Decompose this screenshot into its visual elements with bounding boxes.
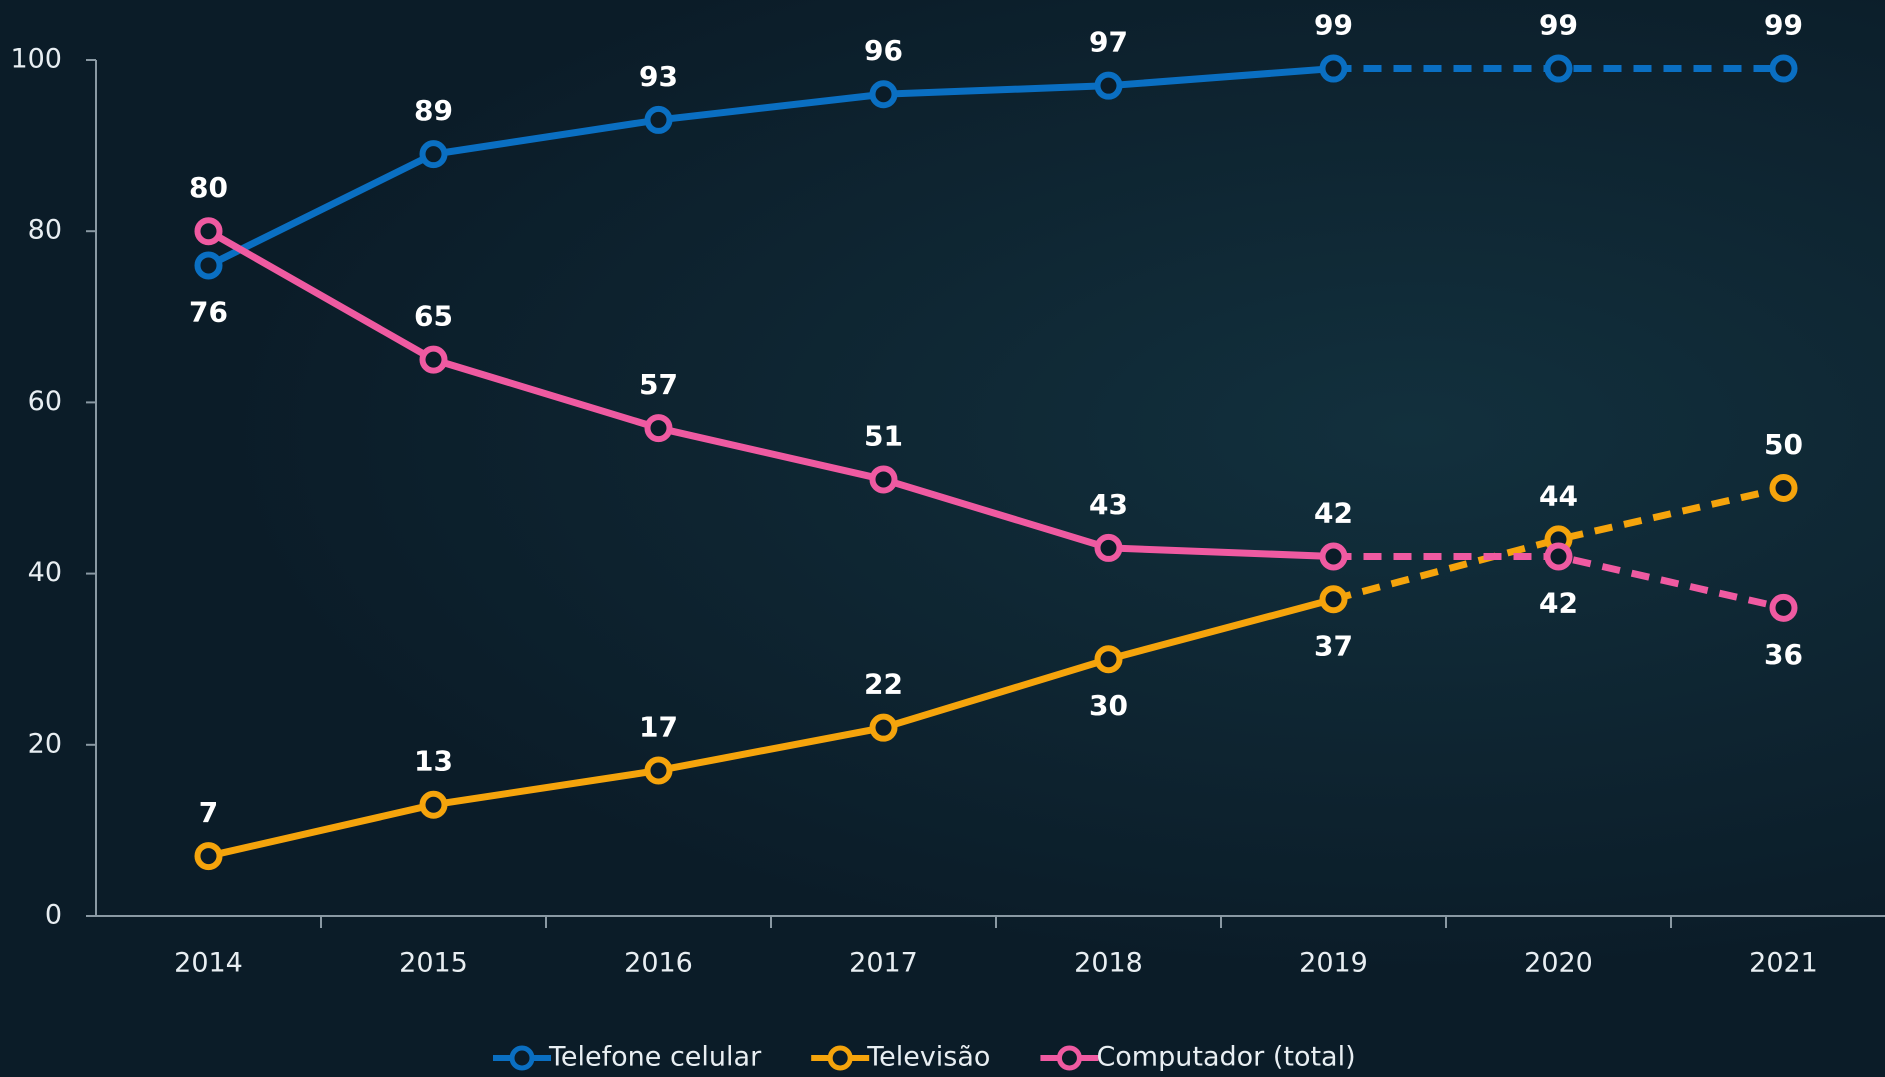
x-tick-label: 2021 [1749, 948, 1818, 979]
point [644, 105, 673, 134]
point [1094, 645, 1123, 674]
value-label: 42 [1539, 586, 1578, 619]
point [1769, 474, 1798, 502]
y-tick-label: 80 [28, 215, 62, 246]
point [1319, 542, 1348, 571]
value-label: 89 [414, 94, 453, 127]
y-tick-label: 40 [28, 557, 62, 588]
legend-marker [509, 1045, 535, 1071]
y-tick-label: 100 [10, 44, 62, 75]
point [194, 842, 223, 871]
value-label: 42 [1314, 496, 1353, 529]
point [1319, 585, 1348, 614]
y-tick-label: 20 [28, 728, 62, 759]
point [644, 414, 673, 443]
value-label: 65 [414, 300, 453, 333]
value-label: 43 [1089, 488, 1128, 521]
value-label: 36 [1764, 638, 1803, 671]
legend-label: Telefone celular [548, 1042, 762, 1073]
value-label: 76 [189, 295, 228, 328]
value-label: 17 [639, 710, 678, 743]
legend-marker [827, 1045, 853, 1071]
point [1544, 542, 1573, 571]
value-label: 99 [1764, 9, 1803, 42]
legend-label: Televisão [866, 1042, 990, 1073]
point [1319, 54, 1348, 83]
value-label: 50 [1764, 428, 1803, 461]
x-tick-label: 2019 [1299, 948, 1368, 979]
value-label: 97 [1089, 26, 1128, 59]
point [869, 713, 898, 742]
point [194, 251, 223, 280]
value-label: 22 [864, 668, 903, 701]
point [194, 217, 223, 246]
line [207, 595, 1335, 860]
point [869, 465, 898, 494]
value-label: 99 [1314, 9, 1353, 42]
x-tick-label: 2017 [849, 948, 918, 979]
value-label: 57 [639, 368, 678, 401]
value-label: 7 [199, 796, 218, 829]
value-label: 30 [1089, 689, 1128, 722]
x-tick-label: 2015 [399, 948, 468, 979]
point [419, 790, 448, 819]
point [419, 140, 448, 169]
line [206, 65, 1334, 269]
value-label: 13 [414, 745, 453, 778]
x-tick-label: 2016 [624, 948, 693, 979]
value-label: 44 [1539, 479, 1578, 512]
point [1769, 54, 1798, 83]
value-label: 80 [189, 171, 228, 204]
legend-marker [1056, 1045, 1082, 1071]
y-tick-label: 60 [28, 386, 62, 417]
point [869, 80, 898, 109]
value-label: 93 [639, 60, 678, 93]
legend-label: Computador (total) [1096, 1042, 1355, 1073]
y-tick-label: 0 [45, 900, 62, 931]
value-label: 37 [1314, 629, 1353, 662]
point [419, 345, 448, 374]
x-tick-label: 2018 [1074, 948, 1143, 979]
point [1769, 593, 1798, 622]
value-label: 99 [1539, 9, 1578, 42]
x-tick-label: 2014 [174, 948, 243, 979]
value-label: 96 [864, 34, 903, 67]
point [644, 756, 673, 785]
line-projection [1332, 484, 1785, 603]
value-label: 51 [864, 419, 903, 452]
x-tick-label: 2020 [1524, 948, 1593, 979]
line [206, 228, 1334, 560]
point [1094, 71, 1123, 100]
point [1544, 54, 1573, 83]
point [1094, 533, 1123, 562]
